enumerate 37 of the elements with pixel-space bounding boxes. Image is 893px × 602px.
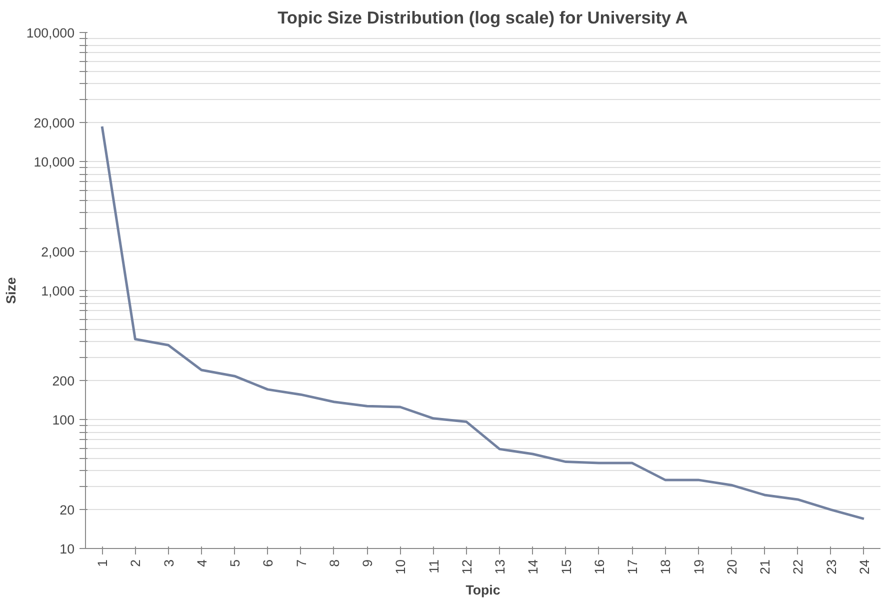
x-tick-label: 7 <box>294 559 309 567</box>
chart-title: Topic Size Distribution (log scale) for University A <box>278 8 688 28</box>
x-tick-label: 17 <box>625 559 640 574</box>
y-tick-label: 2,000 <box>41 244 75 260</box>
x-tick-label: 18 <box>658 559 674 574</box>
y-tick-label: 100,000 <box>26 26 75 40</box>
y-axis-title: Size <box>3 277 18 304</box>
x-tick-label: 1 <box>95 559 110 567</box>
x-tick-label: 3 <box>161 559 176 567</box>
x-tick-label: 10 <box>393 559 408 574</box>
y-tick-label: 10,000 <box>34 154 74 170</box>
x-tick-label: 12 <box>459 559 474 574</box>
x-tick-label: 21 <box>758 559 773 574</box>
y-tick-label: 20 <box>60 502 75 518</box>
x-tick-label: 24 <box>856 558 872 574</box>
x-tick-label: 14 <box>526 558 541 574</box>
x-tick-label: 15 <box>558 559 574 574</box>
x-tick-label: 4 <box>194 558 210 567</box>
line-series <box>100 125 866 520</box>
x-tick-label: 23 <box>824 559 839 574</box>
x-tick-label: 11 <box>426 559 442 574</box>
x-tick-label: 16 <box>592 559 607 574</box>
x-tick-label: 9 <box>360 559 376 567</box>
x-tick-label: 13 <box>492 559 508 574</box>
x-tick-label: 6 <box>260 559 276 567</box>
x-tick-label: 8 <box>326 559 342 567</box>
x-tick-label: 19 <box>691 559 706 574</box>
y-tick-label: 100 <box>52 412 75 428</box>
x-tick-label: 2 <box>128 559 144 567</box>
y-tick-label: 200 <box>52 374 75 389</box>
x-tick-label: 22 <box>790 559 806 574</box>
y-tick-label: 10 <box>60 542 75 556</box>
y-tick-label: 20,000 <box>34 116 74 131</box>
x-axis-title: Topic <box>466 582 501 598</box>
y-tick-label: 1,000 <box>41 284 75 298</box>
x-tick-label: 5 <box>228 559 243 567</box>
x-tick-label: 20 <box>724 559 740 574</box>
